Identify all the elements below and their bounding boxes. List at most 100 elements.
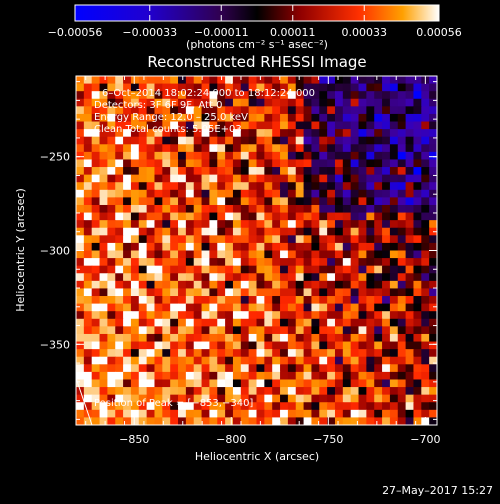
heatmap-cell	[429, 303, 437, 312]
heatmap-cell	[358, 288, 367, 297]
heatmap-cell	[138, 220, 148, 229]
heatmap-cell	[83, 189, 93, 198]
heatmap-cell	[303, 204, 313, 214]
heatmap-cell	[154, 394, 163, 403]
heatmap-cell	[256, 151, 265, 161]
heatmap-cell	[107, 394, 116, 403]
heatmap-cell	[91, 212, 101, 221]
heatmap-cell	[358, 318, 367, 327]
heatmap-cell	[382, 326, 391, 335]
heatmap-cell	[256, 106, 265, 115]
heatmap-cell	[123, 106, 132, 115]
heatmap-cell	[295, 409, 305, 419]
heatmap-cell	[193, 242, 203, 252]
heatmap-cell	[327, 333, 336, 343]
heatmap-cell	[287, 98, 297, 107]
heatmap-cell	[83, 311, 93, 320]
heatmap-cell	[374, 387, 383, 396]
heatmap-cell	[138, 303, 148, 312]
heatmap-cell	[389, 106, 399, 115]
heatmap-cell	[421, 197, 430, 206]
heatmap-cell	[170, 136, 179, 145]
heatmap-cell	[76, 356, 85, 365]
heatmap-cell	[232, 113, 242, 123]
heatmap-cell	[99, 113, 108, 123]
heatmap-cell	[225, 273, 234, 282]
heatmap-cell	[130, 311, 140, 320]
heatmap-cell	[76, 242, 85, 252]
heatmap-cell	[130, 220, 140, 229]
heatmap-cell	[358, 379, 367, 388]
heatmap-cell	[107, 235, 116, 244]
heatmap-cell	[272, 409, 281, 419]
heatmap-cell	[350, 265, 360, 274]
heatmap-cell	[91, 242, 101, 252]
heatmap-cell	[397, 144, 407, 153]
heatmap-cell	[272, 227, 281, 236]
heatmap-cell	[225, 333, 234, 343]
heatmap-cell	[382, 409, 391, 419]
heatmap-cell	[154, 129, 163, 138]
heatmap-cell	[429, 296, 437, 305]
heatmap-cell	[170, 387, 179, 396]
heatmap-cell	[327, 326, 336, 335]
heatmap-cell	[374, 371, 383, 381]
heatmap-cell	[162, 113, 171, 123]
heatmap-cell	[185, 394, 195, 403]
heatmap-cell	[319, 174, 328, 183]
heatmap-cell	[115, 220, 124, 229]
heatmap-cell	[193, 356, 203, 365]
heatmap-cell	[374, 106, 383, 115]
heatmap-cell	[107, 265, 116, 274]
heatmap-cell	[138, 296, 148, 305]
heatmap-cell	[91, 76, 101, 85]
heatmap-cell	[256, 83, 265, 92]
heatmap-cell	[256, 182, 265, 191]
heatmap-cell	[342, 356, 352, 365]
heatmap-cell	[397, 288, 407, 297]
heatmap-cell	[366, 182, 375, 191]
heatmap-cell	[83, 273, 93, 282]
heatmap-cell	[225, 83, 234, 92]
heatmap-cell	[413, 98, 422, 107]
heatmap-cell	[295, 212, 305, 221]
heatmap-cell	[76, 136, 85, 145]
heatmap-cell	[264, 167, 273, 176]
heatmap-cell	[342, 296, 352, 305]
heatmap-cell	[334, 91, 344, 100]
heatmap-cell	[146, 364, 156, 373]
heatmap-cell	[123, 409, 132, 419]
heatmap-cell	[193, 273, 203, 282]
heatmap-cell	[225, 349, 234, 358]
heatmap-cell	[287, 167, 297, 176]
heatmap-cell	[366, 303, 375, 312]
heatmap-cell	[240, 220, 250, 229]
heatmap-cell	[225, 242, 234, 252]
heatmap-cell	[170, 364, 179, 373]
heatmap-cell	[342, 303, 352, 312]
heatmap-cell	[413, 273, 422, 282]
heatmap-cell	[264, 98, 273, 107]
heatmap-cell	[154, 409, 163, 419]
heatmap-cell	[366, 129, 375, 138]
heatmap-cell	[83, 265, 93, 274]
heatmap-cell	[287, 83, 297, 92]
heatmap-cell	[107, 387, 116, 396]
heatmap-cell	[421, 273, 430, 282]
heatmap-cell	[319, 204, 328, 214]
heatmap-cell	[178, 220, 187, 229]
heatmap-cell	[178, 189, 187, 198]
heatmap-cell	[366, 349, 375, 358]
heatmap-cell	[76, 417, 85, 425]
heatmap-cell	[225, 189, 234, 198]
heatmap-cell	[327, 394, 336, 403]
heatmap-cell	[248, 136, 258, 145]
heatmap-cell	[201, 387, 211, 396]
heatmap-cell	[256, 265, 265, 274]
heatmap-cell	[232, 311, 242, 320]
heatmap-cell	[272, 83, 281, 92]
peak-position-label: Position of Peak = [−853,−340]	[94, 398, 253, 409]
heatmap-cell	[154, 333, 163, 343]
heatmap-cell	[311, 379, 320, 388]
